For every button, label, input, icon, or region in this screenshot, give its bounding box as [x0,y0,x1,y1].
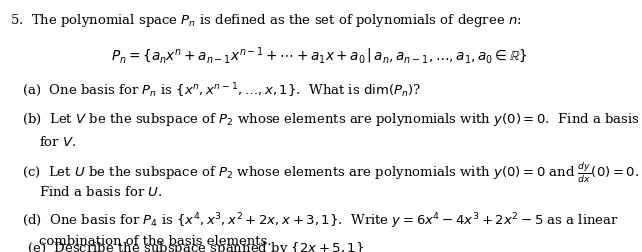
Text: (b)  Let $V$ be the subspace of $P_2$ whose elements are polynomials with $y(0) : (b) Let $V$ be the subspace of $P_2$ who… [22,111,640,128]
Text: 5.  The polynomial space $P_n$ is defined as the set of polynomials of degree $n: 5. The polynomial space $P_n$ is defined… [10,12,522,29]
Text: for $V$.: for $V$. [39,135,76,149]
Text: (a)  One basis for $P_n$ is $\left\{x^n, x^{n-1}, \ldots, x, 1\right\}$.  What i: (a) One basis for $P_n$ is $\left\{x^n, … [22,82,422,99]
Text: $P_n = \left\{ a_n x^n + a_{n-1} x^{n-1} + \cdots + a_1 x + a_0 \,\middle|\, a_n: $P_n = \left\{ a_n x^n + a_{n-1} x^{n-1}… [111,45,528,66]
Text: (d)  One basis for $P_4$ is $\left\{x^4, x^3, x^2 + 2x, x + 3, 1\right\}$.  Writ: (d) One basis for $P_4$ is $\left\{x^4, … [22,211,619,231]
Text: Find a basis for $U$.: Find a basis for $U$. [39,185,162,199]
Text: (c)  Let $U$ be the subspace of $P_2$ whose elements are polynomials with $y(0) : (c) Let $U$ be the subspace of $P_2$ who… [22,161,639,185]
Text: combination of the basis elements.: combination of the basis elements. [39,235,271,248]
Text: (e)  Describe the subspace spanned by $\{2x + 5, 1\}$: (e) Describe the subspace spanned by $\{… [27,240,364,252]
